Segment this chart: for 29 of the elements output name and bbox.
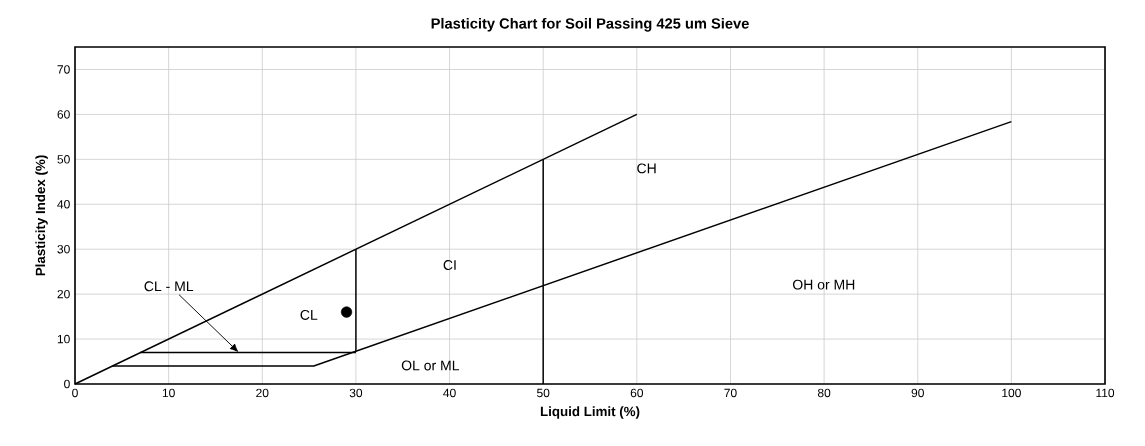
y-tick-label: 50 [57, 155, 70, 164]
y-tick-label: 40 [57, 200, 70, 209]
y-tick-label: 30 [57, 244, 70, 254]
chart-title: Plasticity Chart for Soil Passing 425 um Sieve [431, 17, 749, 32]
annotation: CI [443, 260, 456, 271]
x-tick-label: 0 [72, 388, 78, 398]
annotation: CL - ML [144, 281, 194, 292]
x-tick-label: 90 [911, 388, 924, 398]
x-tick-label: 40 [443, 388, 456, 398]
x-tick-label: 110 [1096, 388, 1115, 398]
x-tick-label: 50 [536, 388, 550, 398]
x-axis-title: Liquid Limit (%) [540, 406, 640, 419]
x-tick-label: 100 [1002, 388, 1021, 398]
y-tick-label: 60 [57, 110, 70, 119]
y-axis-title: Plasticity Index (%) [35, 155, 48, 276]
annotation: OH or MH [792, 279, 855, 290]
x-tick-label: 20 [256, 388, 269, 398]
y-tick-label: 70 [57, 65, 70, 74]
annotation: OL or ML [401, 360, 460, 371]
x-tick-label: 10 [162, 388, 175, 398]
x-tick-label: 80 [817, 388, 831, 398]
y-tick-label: 20 [57, 289, 70, 299]
x-tick-label: 30 [349, 388, 363, 398]
annotation: CL [300, 309, 318, 320]
x-tick-label: 70 [724, 388, 737, 398]
y-tick-label: 0 [64, 379, 70, 389]
annotation: CH [637, 163, 656, 174]
x-tick-label: 60 [630, 388, 644, 398]
y-tick-label: 10 [57, 334, 70, 344]
